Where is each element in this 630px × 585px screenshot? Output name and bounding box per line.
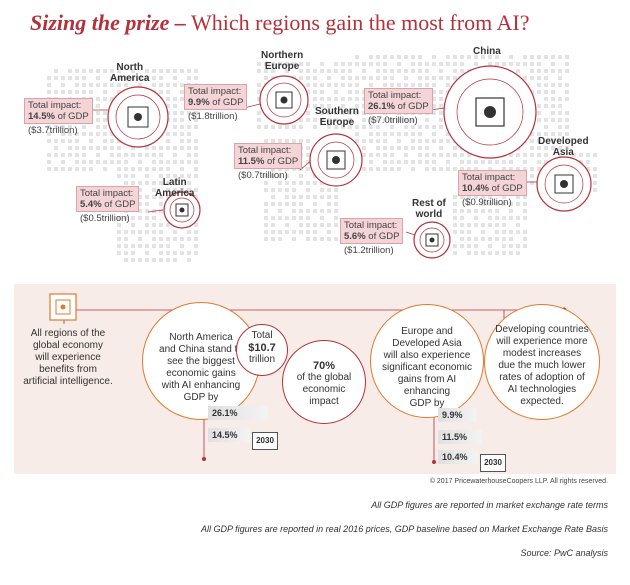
summary-panel: All regions of the global economy will exp…: [14, 284, 616, 474]
panel-chip-icon: [49, 293, 77, 321]
calendar-2030-left-icon: 2030: [252, 432, 278, 450]
bar-developed-asia-gdp: 10.4%: [438, 450, 478, 464]
region-name-northern-europe: Northern Europe: [261, 50, 304, 72]
region-name-north-america: North America: [110, 62, 150, 84]
share-text: 70% of the global economic impact: [296, 360, 352, 407]
southern-europe-chip-icon: [309, 133, 363, 187]
impact-developed-asia: Total impact: 10.4% of GDP ($0.9trillion): [458, 170, 527, 208]
region-name-rest-of-world: Rest of world: [412, 198, 446, 220]
panel-connectors: [49, 293, 567, 464]
europe-asia-circle: [370, 304, 484, 418]
region-name-southern-europe: Southern Europe: [315, 106, 359, 128]
bar-china-gdp: 26.1%: [208, 406, 268, 420]
share-circle: [282, 340, 366, 424]
region-name-latin-america: Latin America: [155, 177, 195, 199]
source-note: Source: PwC analysis: [520, 548, 608, 558]
copyright: © 2017 PricewaterhouseCoopers LLP. All r…: [429, 478, 608, 485]
rest-of-world-chip-icon: [413, 221, 451, 259]
intro-text: All regions of the global economy will exp…: [23, 328, 113, 387]
bar-south-europe-gdp: 11.5%: [438, 430, 482, 444]
bar-na-gdp: 14.5%: [208, 428, 250, 442]
developed-asia-chip-icon: [536, 156, 592, 212]
footnote-real-prices: All GDP figures are reported in real 201…: [200, 524, 608, 534]
china-chip-icon: [443, 65, 537, 159]
page-title: Sizing the prize – Which regions gain th…: [30, 10, 529, 36]
northern-europe-chip-icon: [259, 75, 309, 125]
world-map: [47, 55, 597, 262]
title-rest: Which regions gain the most from AI?: [185, 10, 530, 35]
footnote-market-rate: All GDP figures are reported in market e…: [371, 500, 608, 510]
impact-rest-of-world: Total impact: 5.6% of GDP ($1.2trillion): [340, 218, 404, 256]
developing-text: Developing countries will experience more…: [495, 324, 589, 407]
bar-north-europe-gdp: 9.9%: [438, 408, 476, 422]
latin-america-chip-icon: [163, 191, 201, 229]
europe-asia-text: Europe and Developed Asia will also experi…: [381, 326, 473, 409]
north-america-chip-icon: [107, 86, 169, 148]
total-text: Total $10.7 trillion: [248, 330, 276, 365]
region-name-developed-asia: Developed Asia: [538, 136, 589, 158]
calendar-2030-right-icon: 2030: [480, 454, 506, 472]
impact-china: Total impact: 26.1% of GDP ($7.0trillion): [364, 88, 433, 126]
developing-circle: [484, 304, 600, 420]
impact-latin-america: Total impact: 5.4% of GDP ($0.5trillion): [76, 186, 140, 224]
na-china-text: North America and China stand to see the b…: [159, 332, 243, 403]
impact-north-america: Total impact: 14.5% of GDP ($3.7trillion): [24, 98, 93, 136]
title-strong: Sizing the prize –: [30, 10, 186, 35]
total-circle: [236, 324, 288, 376]
impact-southern-europe: Total impact: 11.5% of GDP ($0.7trillion): [234, 143, 303, 181]
region-name-china: China: [473, 46, 501, 57]
impact-northern-europe: Total impact: 9.9% of GDP ($1.8trillion): [184, 84, 248, 122]
